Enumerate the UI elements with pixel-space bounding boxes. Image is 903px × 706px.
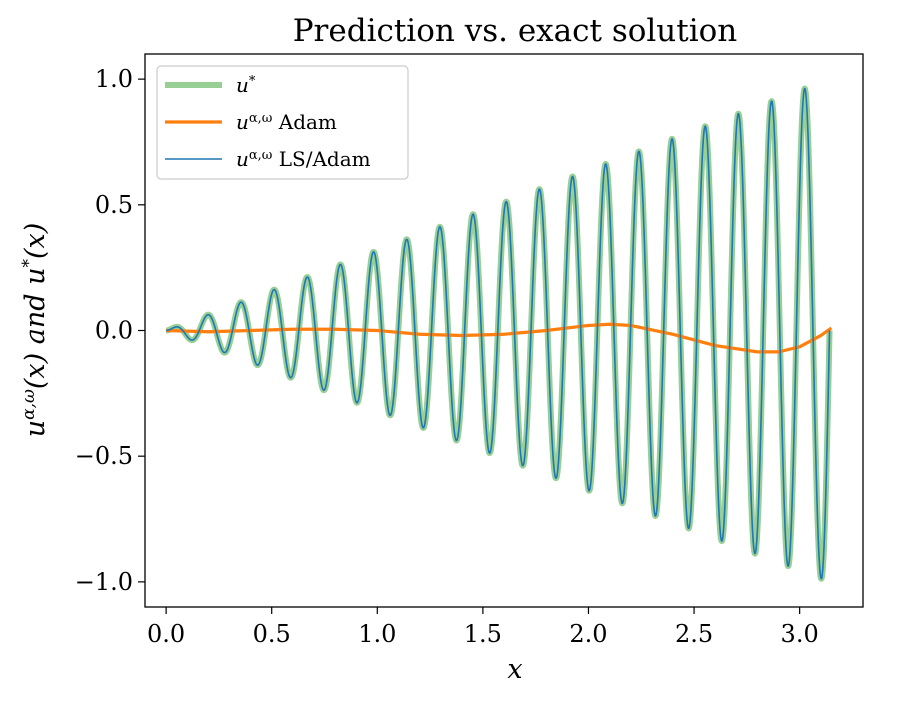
x-axis: 0.0 0.5 1.0 1.5 2.0 2.5 3.0 [147,607,819,648]
legend-entry-label: u* [236,73,256,97]
x-axis-label: x [507,654,522,685]
series-adam-line [166,322,833,354]
x-tick-label: 0.0 [147,620,185,648]
x-tick-label: 0.5 [253,620,291,648]
series-layer [163,85,833,582]
y-tick-label: −0.5 [75,442,133,470]
y-axis: 1.0 0.5 0.0 −0.5 −1.0 [75,65,145,596]
y-axis-label: uα,ω(x) and u*(x) [19,223,51,438]
y-tick-label: 0.0 [95,317,133,345]
y-tick-label: 1.0 [95,65,133,93]
x-tick-label: 2.5 [675,620,713,648]
series-ls-adam-line [165,87,831,580]
y-axis-label-group: uα,ω(x) and u*(x) [19,223,51,438]
chart-title: Prediction vs. exact solution [293,13,738,49]
legend-entry-label: uα,ω LS/Adam [236,147,371,171]
x-tick-label: 2.0 [569,620,607,648]
y-tick-label: −1.0 [75,568,133,596]
y-tick-label: 0.5 [95,191,133,219]
x-tick-label: 1.5 [464,620,502,648]
legend-entry-label: uα,ω Adam [236,110,337,134]
legend-box [156,65,409,180]
legend: u* uα,ω Adam uα,ω LS/Adam [156,65,409,180]
x-tick-label: 3.0 [781,620,819,648]
x-tick-label: 1.0 [358,620,396,648]
